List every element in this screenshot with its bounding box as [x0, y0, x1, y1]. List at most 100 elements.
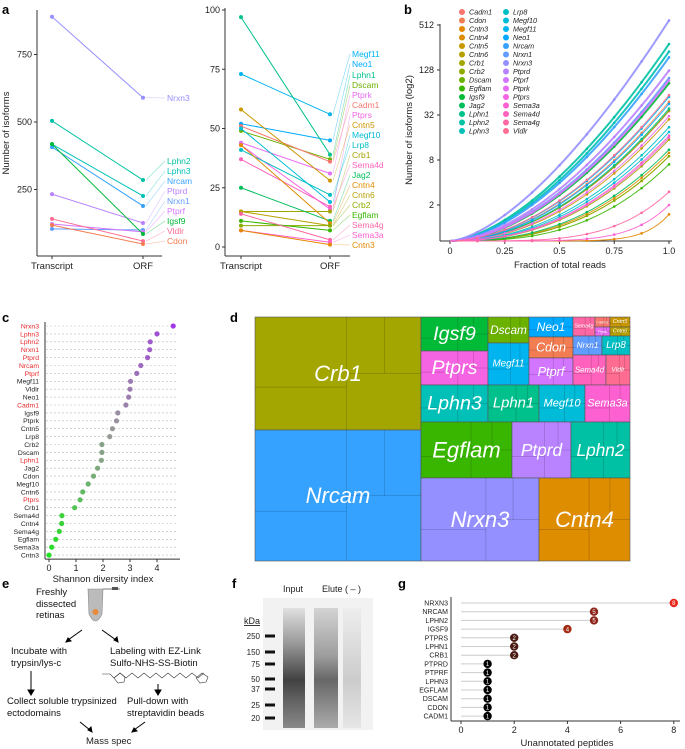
series-line-Cadm1: [240, 125, 331, 163]
treemap-rect-Igsf9: [420, 316, 489, 352]
legend-swatch-Crb2: [459, 68, 465, 75]
category-label-Ptprf: Ptprf: [25, 371, 39, 378]
series-label-Ptprf: Ptprf: [167, 206, 186, 216]
kda-marker-25: 25: [251, 701, 260, 710]
series-label-Cntn6: Cntn6: [352, 190, 375, 200]
treemap-label-Lrp8: Lrp8: [606, 340, 626, 351]
lollipop-head-EGFLAM: [483, 685, 492, 695]
point-orf-Vldlr: [141, 239, 145, 244]
curve-point-Egflam: [667, 163, 671, 166]
curve-point-Sema3a: [612, 233, 616, 236]
legend-swatch-Crb1: [459, 60, 465, 66]
point-transcript-Lphn1: [239, 15, 243, 20]
treemap-subtiles: [421, 351, 488, 385]
ladder-band-25: [265, 703, 275, 707]
treemap-rect-Lphn3: [420, 384, 489, 423]
dot-Ptprd: [144, 355, 151, 361]
label-connector: [332, 104, 351, 162]
point-orf-Nrcam: [141, 203, 145, 208]
dot-Igsf9: [115, 410, 121, 416]
point-orf-Cntn5: [328, 178, 332, 183]
point-orf-Cntn3: [328, 242, 332, 247]
point-orf-Lphn2: [141, 178, 145, 183]
curve-point-Egflam: [640, 186, 643, 190]
curve-point-Vldlr: [667, 93, 671, 97]
treemap-label-Ptprf: Ptprf: [538, 364, 566, 379]
series-label-Crb2: Crb2: [352, 200, 371, 210]
curve-point-Nrxn3: [585, 132, 589, 136]
curve-point-Cntn3: [667, 213, 671, 216]
lollipop-head-NRXN3: [669, 598, 678, 608]
curve-point-Cntn4: [667, 151, 671, 155]
x-tick-label: 0.25: [496, 246, 514, 256]
panel-label-d: d: [230, 310, 238, 325]
series-label-Megf11: Megf11: [352, 49, 380, 59]
treemap-cell-Lphn1: Lphn1: [487, 384, 540, 423]
series-label-Nrcam: Nrcam: [167, 176, 192, 186]
result-left: Collect soluble trypsinized ectodomains: [7, 696, 117, 719]
label-connector: [145, 180, 166, 207]
legend-swatch-Ptprk: [503, 85, 509, 92]
label-connector: [145, 200, 166, 231]
series-line-Nrcam: [51, 146, 144, 207]
curve-point-Jag2: [530, 231, 534, 235]
series-line-Lrp8: [240, 149, 331, 196]
series-label-Neo1: Neo1: [352, 59, 373, 69]
curve-point-Vldlr: [530, 215, 534, 219]
gel-lane-input: [283, 608, 305, 728]
treemap-cell-Cntn4: Cntn4: [538, 477, 631, 562]
series-label-Ptprk: Ptprk: [352, 90, 373, 100]
biotin-structure-icon: [102, 672, 209, 684]
legend-label-Sema3a: Sema3a: [513, 101, 540, 110]
treemap-label-Sema3a: Sema3a: [587, 398, 627, 410]
category-label-Megf11: Megf11: [17, 379, 39, 386]
step-end: Mass spec: [86, 736, 132, 747]
curve-point-Nrxn3: [558, 164, 561, 167]
step-left-box: Incubate with trypsin/lys-c: [11, 646, 67, 669]
series-label-Igsf9: Igsf9: [167, 216, 186, 226]
treemap-cell-Megf10: Megf10: [538, 384, 586, 423]
treemap-subtiles: [595, 317, 610, 327]
label-connector: [145, 220, 166, 235]
series-line-Nrxn1: [51, 228, 144, 231]
category-label-Nrxn3: Nrxn3: [21, 323, 39, 330]
curve-point-Sema4d: [503, 234, 507, 238]
point-transcript-Jag2: [239, 185, 243, 190]
legend-swatch-Nrxn1: [503, 51, 509, 58]
legend-swatch-Ptprs: [503, 94, 509, 100]
result-right: Pull-down with streptavidin beads: [127, 696, 205, 719]
category-label-Cadm1: Cadm1: [17, 402, 39, 409]
panel-c-shannon-dotplot: Nrxn3Lphn3Lphn2Nrxn1PtprdNrcamPtprfMegf1…: [14, 322, 180, 585]
series-label-Nrxn3: Nrxn3: [167, 93, 190, 103]
curve-point-Ptprd: [667, 69, 671, 72]
point-transcript-Igsf9: [50, 142, 54, 147]
treemap-subtiles: [571, 422, 630, 478]
dot-Nrxn1: [147, 347, 153, 353]
treemap-subtiles: [488, 385, 539, 422]
curve-point-Sema4d: [585, 202, 589, 206]
treemap-label-Lphn3: Lphn3: [427, 393, 482, 415]
legend-label-Ptprd: Ptprd: [513, 67, 531, 76]
lollipop-head-LPHN3: [483, 677, 492, 686]
treemap-subtiles: [606, 355, 630, 385]
category-label-Ptprk: Ptprk: [23, 418, 39, 425]
label-connector: [145, 190, 166, 224]
legend-label-Dscam: Dscam: [469, 76, 491, 85]
curve-point-Ptprk: [640, 144, 643, 147]
curve-point-Lphn2: [558, 175, 561, 178]
curve-point-Jag2: [667, 148, 671, 151]
point-orf-Neo1: [328, 138, 332, 143]
series-line-Ptprd: [51, 193, 144, 224]
lollipop-value-EGFLAM: 1: [486, 688, 490, 694]
panel-d-treemap: Crb1 Nrcam Igsf9 Ptprs Lphn3 Dscam Megf11 Neo1 C…: [254, 316, 631, 562]
series-line-Egflam: [240, 220, 331, 231]
treemap-subtiles: [595, 327, 610, 336]
treemap-cell-Vldlr: Vldlr: [605, 354, 631, 386]
panel-e-workflow-diagram: Freshly dissected retinas Incubate with …: [7, 587, 209, 747]
curve-point-Ptprd: [585, 163, 589, 167]
curve-point-Lphn2: [640, 80, 643, 84]
treemap-cell-Egflam: Egflam: [420, 421, 513, 479]
category-label-Crb1: Crb1: [24, 505, 39, 512]
curve-point-Nrcam: [640, 92, 643, 96]
